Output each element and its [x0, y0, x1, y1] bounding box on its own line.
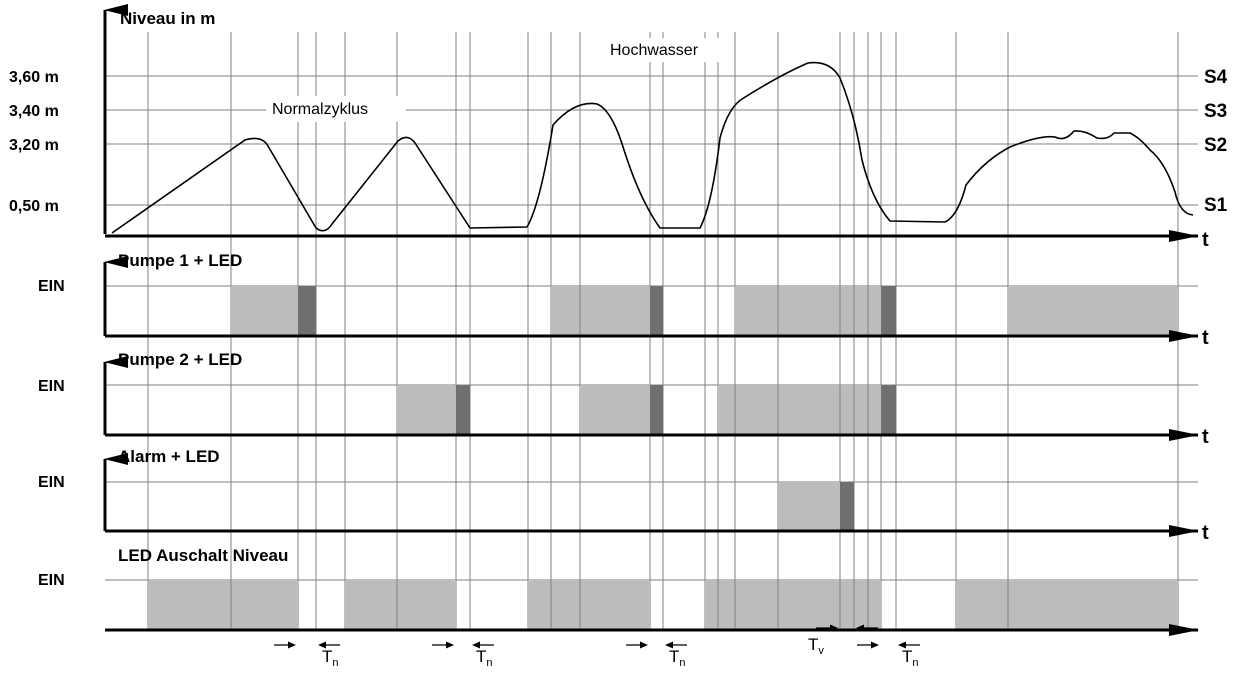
level-value-s4: 3,60 m: [9, 69, 59, 86]
on-block: [397, 385, 456, 435]
on-block: [580, 385, 650, 435]
pump1-title: Pumpe 1 + LED: [118, 251, 242, 270]
pump2-title: Pumpe 2 + LED: [118, 350, 242, 369]
overrun-block: [298, 286, 316, 336]
level-value-s1: 0,50 m: [9, 198, 59, 215]
pump2-on-label: EIN: [38, 378, 65, 395]
pump2-time-label: t: [1202, 426, 1209, 448]
on-block: [718, 385, 881, 435]
overrun-block: [881, 385, 896, 435]
overrun-block: [840, 482, 854, 531]
switch-label-s1: S1: [1204, 195, 1228, 216]
overrun-time-marker: Tn: [626, 641, 687, 669]
delay-label: Tn: [476, 647, 493, 669]
delay-label: Tn: [902, 647, 919, 669]
on-block: [551, 286, 650, 336]
water-level-curve: [111, 61, 1194, 234]
pump1-on-label: EIN: [38, 278, 65, 295]
overrun-block: [456, 385, 470, 435]
on-block: [148, 580, 298, 630]
on-block: [735, 286, 881, 336]
delay-label: Tv: [808, 635, 824, 657]
signal-blocks: [148, 286, 1178, 630]
level-time-label: t: [1202, 229, 1209, 251]
overrun-time-marker: Tn: [274, 641, 340, 669]
overrun-block: [650, 385, 663, 435]
normal-cycle-label: Normalzyklus: [272, 101, 368, 118]
switch-label-s4: S4: [1204, 67, 1228, 88]
on-block: [231, 286, 298, 336]
delay-label: Tn: [669, 647, 686, 669]
switch-label-s2: S2: [1204, 135, 1227, 156]
on-block: [1008, 286, 1178, 336]
pump1-time-label: t: [1202, 327, 1209, 349]
on-block: [956, 580, 1178, 630]
overrun-block: [650, 286, 663, 336]
on-block: [345, 580, 456, 630]
alarm-time-label: t: [1202, 522, 1209, 544]
switch-label-s3: S3: [1204, 101, 1227, 122]
delay-label: Tn: [322, 647, 339, 669]
alarm-on-label: EIN: [38, 474, 65, 491]
flood-label: Hochwasser: [610, 42, 699, 59]
axes: [103, 4, 1199, 636]
overrun-time-marker: Tn: [857, 641, 920, 669]
on-block: [778, 482, 840, 531]
level-value-s3: 3,40 m: [9, 103, 59, 120]
level-value-s2: 3,20 m: [9, 137, 59, 154]
led-level-on-label: EIN: [38, 572, 65, 589]
on-block: [705, 580, 881, 630]
overrun-block: [881, 286, 896, 336]
on-block: [528, 580, 650, 630]
overrun-time-marker: Tn: [432, 641, 494, 669]
led-level-title: LED Auschalt Niveau: [118, 546, 288, 565]
level-axis-title: Niveau in m: [120, 9, 215, 28]
alarm-title: Alarm + LED: [118, 447, 220, 466]
